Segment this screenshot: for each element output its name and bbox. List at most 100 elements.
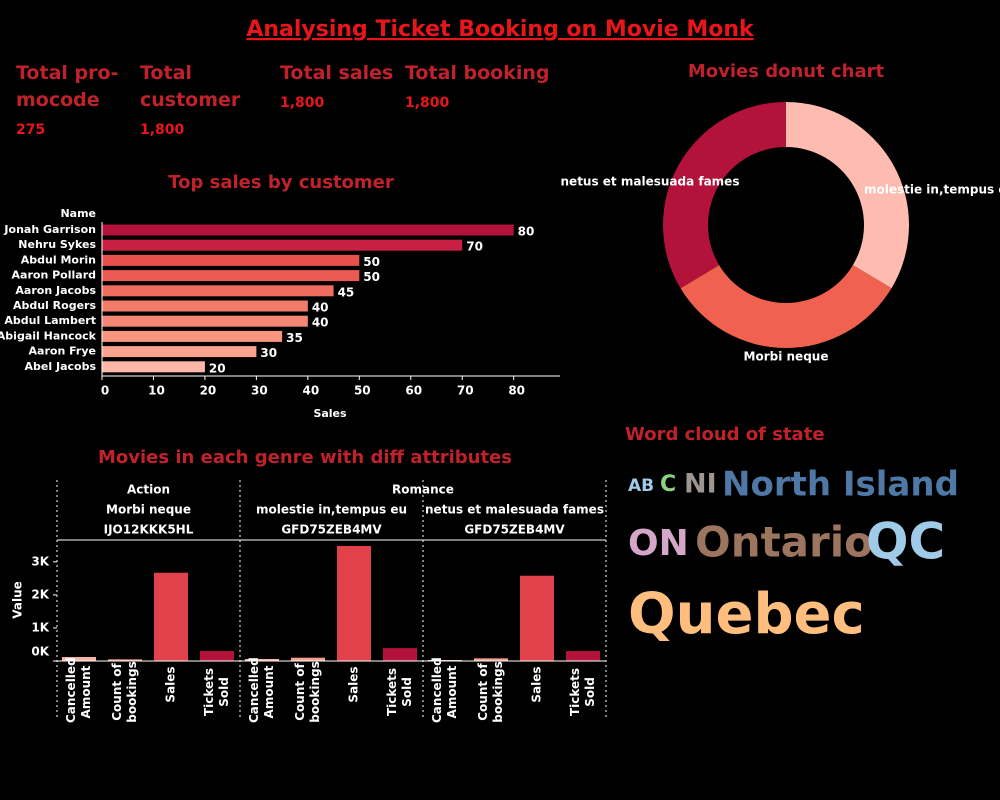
value-label: 80 <box>518 225 535 239</box>
bar <box>520 575 554 661</box>
wordcloud-word: ON <box>628 523 689 564</box>
kpi: Total pro-mocode 275 <box>16 60 121 138</box>
wordcloud-word: NI <box>684 469 717 500</box>
kpi: Total booking 1,800 <box>405 60 555 111</box>
bar <box>245 659 279 661</box>
measure-label: Tickets Sold <box>385 667 414 717</box>
measure-label: Cancelled Amount <box>247 657 276 723</box>
y-tick-label: Aaron Jacobs <box>15 284 96 297</box>
measure-label: Sales <box>163 666 178 703</box>
y-tick-label: Nehru Sykes <box>18 238 96 251</box>
measure-label: Count of bookings <box>110 661 139 723</box>
axis-title: Name <box>60 207 96 220</box>
genre-label: Romance <box>392 483 454 497</box>
kpi-label: Total sales <box>280 62 394 84</box>
slice-label: Morbi neque <box>744 350 829 364</box>
kpi: Total customer 1,800 <box>140 60 250 138</box>
chart-title: Movies donut chart <box>688 61 885 82</box>
axis-title: Value <box>11 581 25 619</box>
y-tick-label: Abdul Morin <box>21 253 96 266</box>
wordcloud-word: North Island <box>722 465 959 505</box>
bar <box>102 270 360 282</box>
x-tick-label: 50 <box>354 384 371 398</box>
measure-label: Tickets Sold <box>568 667 597 717</box>
movie-label: molestie in,tempus eu <box>256 503 407 517</box>
wordcloud-word: QC <box>866 513 945 571</box>
bar <box>566 651 600 661</box>
y-tick-label: 0K <box>31 645 49 659</box>
wordcloud-word: Quebec <box>628 582 865 647</box>
measure-label: Count of bookings <box>476 661 505 723</box>
kpi-value: 1,800 <box>280 95 325 111</box>
value-label: 30 <box>260 346 277 360</box>
kpi-value: 1,800 <box>405 95 450 111</box>
kpi-label: Total customer <box>140 62 241 111</box>
x-tick-label: 40 <box>302 384 319 398</box>
bar <box>102 300 308 312</box>
kpi-label: Total booking <box>405 62 550 84</box>
id-label: GFD75ZEB4MV <box>464 523 565 537</box>
movie-label: Morbi neque <box>106 503 191 517</box>
y-tick-label: Abigail Hancock <box>0 329 97 342</box>
bar <box>102 330 283 342</box>
bar <box>337 545 371 661</box>
value-label: 40 <box>312 301 329 315</box>
movie-label: netus et malesuada fames <box>425 503 604 517</box>
x-tick-label: 80 <box>508 384 525 398</box>
measure-label: Cancelled Amount <box>430 657 459 723</box>
y-tick-label: Abdul Rogers <box>13 299 96 312</box>
bar <box>200 651 234 661</box>
bar <box>102 285 334 297</box>
value-label: 50 <box>363 255 380 269</box>
x-tick-label: 70 <box>457 384 474 398</box>
value-label: 40 <box>312 316 329 330</box>
bar <box>383 648 417 661</box>
wordcloud-word: AB <box>628 476 654 496</box>
x-tick-label: 20 <box>200 384 217 398</box>
y-tick-label: 1K <box>31 620 49 634</box>
chart-title: Movies in each genre with diff attribute… <box>98 447 512 468</box>
wordcloud-word: Ontario <box>695 518 873 567</box>
bar <box>108 659 142 661</box>
dashboard-title: Analysing Ticket Booking on Movie Monk <box>246 17 755 42</box>
x-tick-label: 10 <box>148 384 165 398</box>
y-tick-label: Abel Jacobs <box>25 360 97 373</box>
bar <box>102 346 257 358</box>
wordcloud-title: Word cloud of state <box>625 424 825 445</box>
x-tick-label: 30 <box>251 384 268 398</box>
kpi-label: Total pro-mocode <box>16 62 119 111</box>
measure-label: Cancelled Amount <box>64 657 93 723</box>
slice-label: molestie in,tempus eu <box>864 183 1000 197</box>
slice-label: netus et malesuada fames <box>561 175 740 189</box>
y-tick-label: Aaron Pollard <box>12 269 96 282</box>
genre-label: Action <box>127 483 170 497</box>
y-tick-label: Aaron Frye <box>29 345 96 358</box>
kpi-value: 275 <box>16 122 46 138</box>
x-tick-label: 60 <box>405 384 422 398</box>
bar <box>62 657 96 661</box>
bar <box>291 657 325 661</box>
donut-slice <box>663 102 786 289</box>
value-label: 70 <box>466 240 483 254</box>
y-tick-label: 3K <box>31 554 49 568</box>
y-tick-label: Jonah Garrison <box>3 223 96 236</box>
x-tick-label: 0 <box>101 384 109 398</box>
measure-label: Sales <box>346 666 361 703</box>
bar <box>102 224 514 236</box>
bar <box>102 254 360 266</box>
value-label: 50 <box>363 270 380 284</box>
donut-slice <box>786 102 909 289</box>
axis-title: Sales <box>313 407 347 420</box>
bar <box>102 315 308 327</box>
donut-slice <box>680 265 892 348</box>
measure-label: Count of bookings <box>293 661 322 723</box>
kpi: Total sales 1,800 <box>280 60 400 111</box>
value-label: 45 <box>338 285 355 299</box>
value-label: 20 <box>209 361 226 375</box>
measure-label: Tickets Sold <box>202 667 231 717</box>
id-label: GFD75ZEB4MV <box>281 523 382 537</box>
y-tick-label: Abdul Lambert <box>4 314 96 327</box>
bar <box>154 572 188 661</box>
